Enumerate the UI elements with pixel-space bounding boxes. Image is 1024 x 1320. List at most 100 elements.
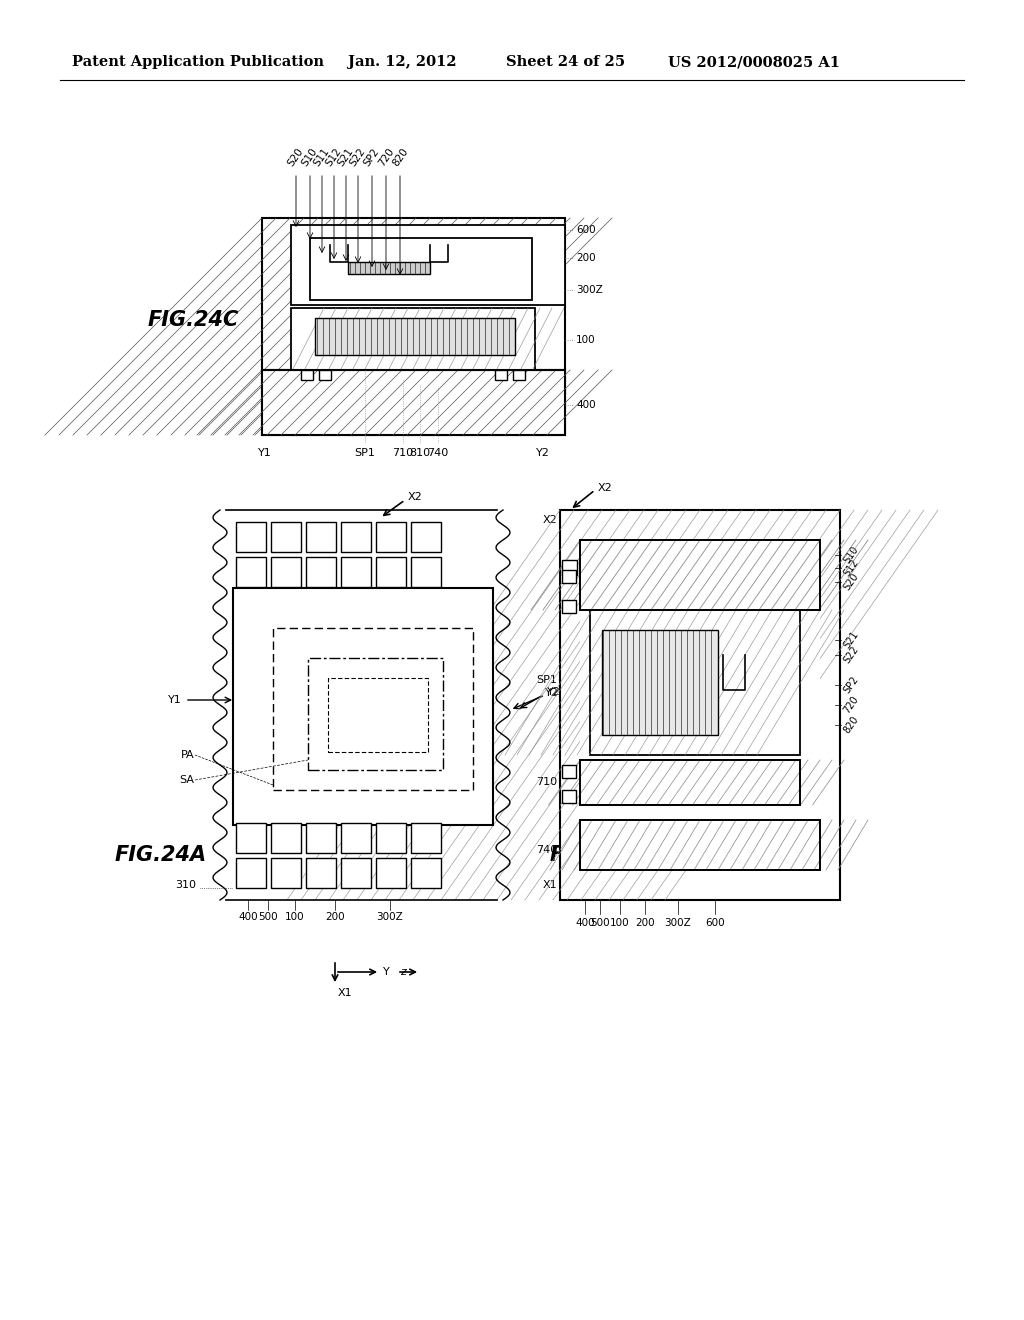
Text: 100: 100 <box>575 335 596 345</box>
Bar <box>306 557 336 587</box>
Bar <box>341 822 371 853</box>
Bar <box>341 858 371 888</box>
Bar <box>271 822 301 853</box>
Text: 740: 740 <box>427 447 449 458</box>
Text: X2: X2 <box>408 492 423 502</box>
Text: SP2: SP2 <box>842 675 861 696</box>
Bar <box>580 760 800 805</box>
Text: 710: 710 <box>536 777 557 787</box>
Text: 810: 810 <box>410 447 430 458</box>
Bar <box>602 630 718 735</box>
Bar <box>580 820 820 870</box>
Bar <box>580 820 820 870</box>
Bar <box>262 218 565 436</box>
Bar <box>590 610 800 755</box>
Text: 820: 820 <box>390 147 410 168</box>
Text: S12: S12 <box>842 557 861 578</box>
Text: SA: SA <box>179 775 194 785</box>
Text: Sheet 24 of 25: Sheet 24 of 25 <box>506 55 625 69</box>
Text: 720: 720 <box>842 694 861 715</box>
Bar <box>271 521 301 552</box>
Text: 500: 500 <box>258 912 278 921</box>
Text: 720: 720 <box>376 147 395 168</box>
Bar <box>562 560 577 576</box>
Bar <box>328 678 428 752</box>
Text: X1: X1 <box>338 987 352 998</box>
Text: 200: 200 <box>326 912 345 921</box>
Bar <box>236 858 266 888</box>
Text: S20: S20 <box>287 147 306 168</box>
Text: 100: 100 <box>286 912 305 921</box>
Bar <box>513 370 525 380</box>
Text: 200: 200 <box>575 253 596 263</box>
Bar <box>233 587 493 825</box>
Bar <box>562 601 575 612</box>
Bar <box>376 858 406 888</box>
Bar <box>236 521 266 552</box>
Text: SP1: SP1 <box>537 675 557 685</box>
Text: S21: S21 <box>336 147 355 168</box>
Text: Y: Y <box>383 968 390 977</box>
Bar <box>310 238 532 300</box>
Text: Patent Application Publication: Patent Application Publication <box>72 55 324 69</box>
Text: 200: 200 <box>635 917 654 928</box>
Text: SP2: SP2 <box>362 147 382 168</box>
Bar <box>580 540 820 610</box>
Text: 600: 600 <box>706 917 725 928</box>
Text: Y2: Y2 <box>547 686 561 697</box>
Bar <box>341 521 371 552</box>
Bar <box>580 540 820 610</box>
Bar <box>291 308 535 370</box>
Bar <box>291 224 565 305</box>
Text: 300Z: 300Z <box>575 285 603 294</box>
Bar <box>236 822 266 853</box>
Text: X2: X2 <box>598 483 612 492</box>
Bar <box>376 822 406 853</box>
Text: S10: S10 <box>300 147 319 168</box>
Bar <box>376 557 406 587</box>
Text: z: z <box>400 968 406 977</box>
Bar <box>580 760 800 805</box>
Bar <box>348 261 430 275</box>
Bar <box>562 766 575 777</box>
Bar <box>315 318 515 355</box>
Text: 710: 710 <box>392 447 414 458</box>
Text: Y1: Y1 <box>168 696 182 705</box>
Bar <box>306 521 336 552</box>
Text: 400: 400 <box>575 917 595 928</box>
Text: 600: 600 <box>575 224 596 235</box>
Text: FIG.24C: FIG.24C <box>148 310 240 330</box>
Bar <box>236 557 266 587</box>
Bar <box>411 858 441 888</box>
Text: 400: 400 <box>239 912 258 921</box>
Text: FIG.24B: FIG.24B <box>550 845 642 865</box>
Text: S21: S21 <box>842 630 861 651</box>
Bar <box>306 858 336 888</box>
Text: FIG.24A: FIG.24A <box>115 845 207 865</box>
Text: 500: 500 <box>590 917 610 928</box>
Bar <box>562 570 575 583</box>
Bar <box>580 540 820 870</box>
Bar <box>301 370 313 380</box>
Text: 820: 820 <box>842 714 861 735</box>
Bar <box>291 305 535 375</box>
Text: 100: 100 <box>610 917 630 928</box>
Text: 310: 310 <box>175 880 196 890</box>
Text: S11: S11 <box>312 147 332 168</box>
Bar <box>273 628 473 789</box>
Text: US 2012/0008025 A1: US 2012/0008025 A1 <box>668 55 840 69</box>
Bar <box>319 370 331 380</box>
Text: S22: S22 <box>842 644 861 665</box>
Text: S22: S22 <box>348 147 368 168</box>
Bar <box>411 822 441 853</box>
Text: S10: S10 <box>842 545 861 565</box>
Bar <box>271 557 301 587</box>
Text: Y1: Y1 <box>258 447 272 458</box>
Bar <box>562 789 575 803</box>
Text: 300Z: 300Z <box>665 917 691 928</box>
Text: Y2: Y2 <box>536 447 550 458</box>
Text: S20: S20 <box>842 572 861 593</box>
Text: PA: PA <box>180 750 194 760</box>
Bar <box>262 370 565 436</box>
Text: 400: 400 <box>575 400 596 411</box>
